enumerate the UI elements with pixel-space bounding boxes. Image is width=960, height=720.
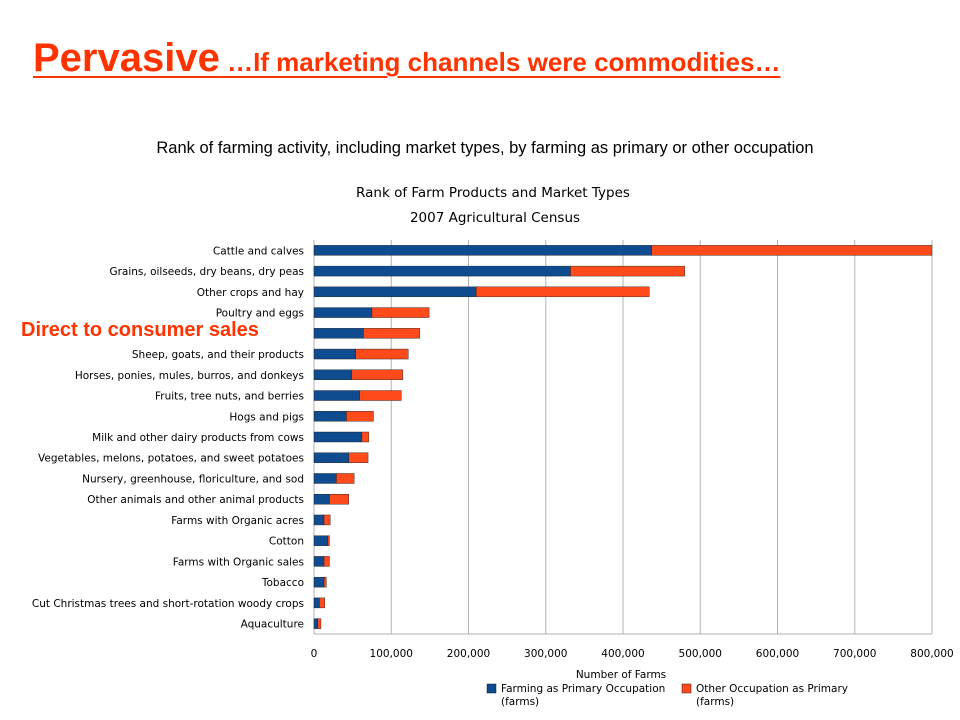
category-label: Nursery, greenhouse, floriculture, and s… — [82, 473, 304, 485]
bar-segment — [313, 411, 347, 422]
legend-swatch — [486, 683, 497, 694]
bar-segment — [570, 265, 685, 277]
x-tick-label: 800,000 — [910, 648, 953, 660]
bar-segment — [351, 369, 404, 380]
category-label: Farms with Organic acres — [171, 515, 304, 527]
legend-label: Other Occupation as Primary (farms) — [696, 683, 848, 708]
x-tick-label: 200,000 — [447, 648, 490, 660]
gridlines — [313, 240, 933, 635]
x-tick-label: 400,000 — [601, 648, 644, 660]
bar-segment — [313, 307, 373, 318]
bar-segment — [313, 514, 325, 526]
bar-segment — [346, 411, 374, 422]
category-label: Vegetables, melons, potatoes, and sweet … — [38, 453, 304, 465]
slide-title: Pervasive …If marketing channels were co… — [33, 36, 780, 81]
bar-segment — [355, 348, 409, 360]
bar-segment — [359, 390, 402, 401]
category-label: Grains, oilseeds, dry beans, dry peas — [109, 266, 304, 278]
bar-segment — [323, 576, 327, 588]
bar-segment — [323, 514, 331, 526]
bar-segment — [313, 369, 353, 380]
bar-segment — [313, 576, 325, 588]
bar-segment — [313, 328, 364, 339]
x-tick-labels: 0 100,000 200,000 300,000 400,000 500,000 600,… — [311, 648, 954, 660]
x-axis-title: Number of Farms — [576, 669, 666, 681]
x-tick-label: 300,000 — [524, 648, 567, 660]
bar-segment — [313, 348, 356, 360]
category-label: Other animals and other animal products — [87, 494, 304, 506]
category-label: Horses, ponies, mules, burros, and donke… — [75, 370, 304, 382]
chart-title: Rank of Farm Products and Market Types — [356, 185, 630, 201]
bar-segment — [313, 286, 477, 298]
bar-segment — [336, 473, 355, 484]
x-tick-label: 600,000 — [756, 648, 799, 660]
legend-label: Farming as Primary Occupation (farms) — [501, 683, 665, 708]
category-label: Hogs and pigs — [229, 411, 304, 423]
category-label: Farms with Organic sales — [173, 556, 304, 568]
bar-segment — [348, 452, 369, 463]
slide-title-main: Pervasive — [33, 36, 220, 80]
bar-segment — [651, 245, 933, 256]
category-label: Other crops and hay — [197, 287, 304, 299]
x-tick-label: 500,000 — [679, 648, 722, 660]
chart-subtitle: 2007 Agricultural Census — [410, 210, 580, 226]
bar-segment — [319, 597, 326, 609]
bar-segment — [313, 452, 349, 463]
bar-segment — [371, 307, 430, 318]
x-tick-label: 0 — [311, 648, 318, 660]
category-label: Cut Christmas trees and short-rotation w… — [32, 598, 304, 610]
category-label: Tobacco — [261, 577, 304, 589]
slide-title-rest: …If marketing channels were commodities… — [219, 47, 781, 77]
legend-swatch — [681, 683, 692, 694]
bars — [313, 245, 933, 629]
x-tick-label: 100,000 — [370, 648, 413, 660]
bar-segment — [313, 431, 363, 443]
bar-segment — [361, 431, 370, 443]
bar-segment — [313, 265, 571, 277]
bar-segment — [329, 494, 349, 505]
bar-segment — [476, 286, 650, 298]
slide-subtitle: Rank of farming activity, including mark… — [156, 139, 814, 157]
category-label: Poultry and eggs — [216, 308, 304, 320]
category-label: Fruits, tree nuts, and berries — [155, 391, 304, 403]
bar-segment — [313, 390, 360, 401]
category-label: Sheep, goats, and their products — [132, 349, 304, 361]
bar-segment — [313, 494, 330, 505]
x-tick-label: 700,000 — [833, 648, 876, 660]
bar-segment — [313, 245, 652, 256]
category-label: Milk and other dairy products from cows — [92, 432, 304, 444]
category-label: Cattle and calves — [213, 245, 304, 257]
bar-segment — [313, 618, 319, 629]
bar-segment — [313, 473, 337, 484]
bar-segment — [313, 597, 320, 609]
bar-segment — [363, 328, 421, 339]
bar-segment — [313, 535, 329, 546]
legend: Farming as Primary Occupation (farms) Othe… — [486, 683, 848, 708]
bar-segment — [327, 535, 330, 546]
category-label: Cotton — [269, 536, 304, 548]
direct-to-consumer-callout: Direct to consumer sales — [21, 319, 259, 341]
category-labels: Cattle and calves Grains, oilseeds, dry b… — [32, 245, 304, 630]
bar-segment — [313, 556, 325, 567]
bar-segment — [317, 618, 322, 629]
category-label: Aquaculture — [241, 619, 304, 631]
bar-segment — [323, 556, 330, 567]
